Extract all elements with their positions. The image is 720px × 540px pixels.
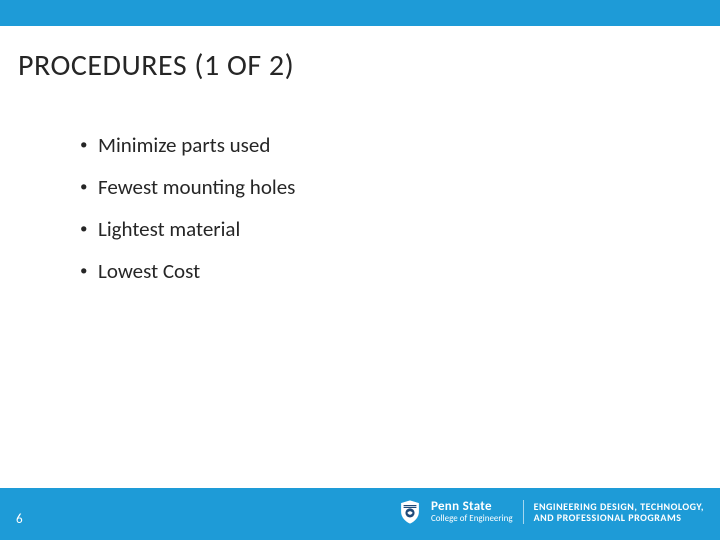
top-accent-bar — [0, 0, 720, 26]
slide-title: PROCEDURES (1 OF 2) — [18, 47, 294, 84]
footer-right: Penn State College of Engineering ENGINE… — [399, 499, 704, 525]
dept-block: ENGINEERING DESIGN, TECHNOLOGY, AND PROF… — [534, 501, 704, 523]
body-area: Minimize parts used Fewest mounting hole… — [0, 104, 720, 488]
list-item: Lowest Cost — [80, 258, 700, 284]
slide: PROCEDURES (1 OF 2) Minimize parts used … — [0, 0, 720, 540]
shield-icon — [399, 499, 421, 525]
footer: 6 Penn State College of Engineering ENGI… — [0, 488, 720, 540]
list-item: Minimize parts used — [80, 132, 700, 158]
dept-line-2: AND PROFESSIONAL PROGRAMS — [534, 512, 704, 523]
org-subtitle: College of Engineering — [431, 514, 513, 523]
page-number: 6 — [16, 512, 23, 527]
org-name: Penn State — [431, 500, 513, 514]
list-item: Fewest mounting holes — [80, 174, 700, 200]
title-area: PROCEDURES (1 OF 2) — [0, 26, 720, 104]
bullet-list: Minimize parts used Fewest mounting hole… — [80, 132, 700, 284]
list-item: Lightest material — [80, 216, 700, 242]
org-block: Penn State College of Engineering — [431, 500, 524, 523]
